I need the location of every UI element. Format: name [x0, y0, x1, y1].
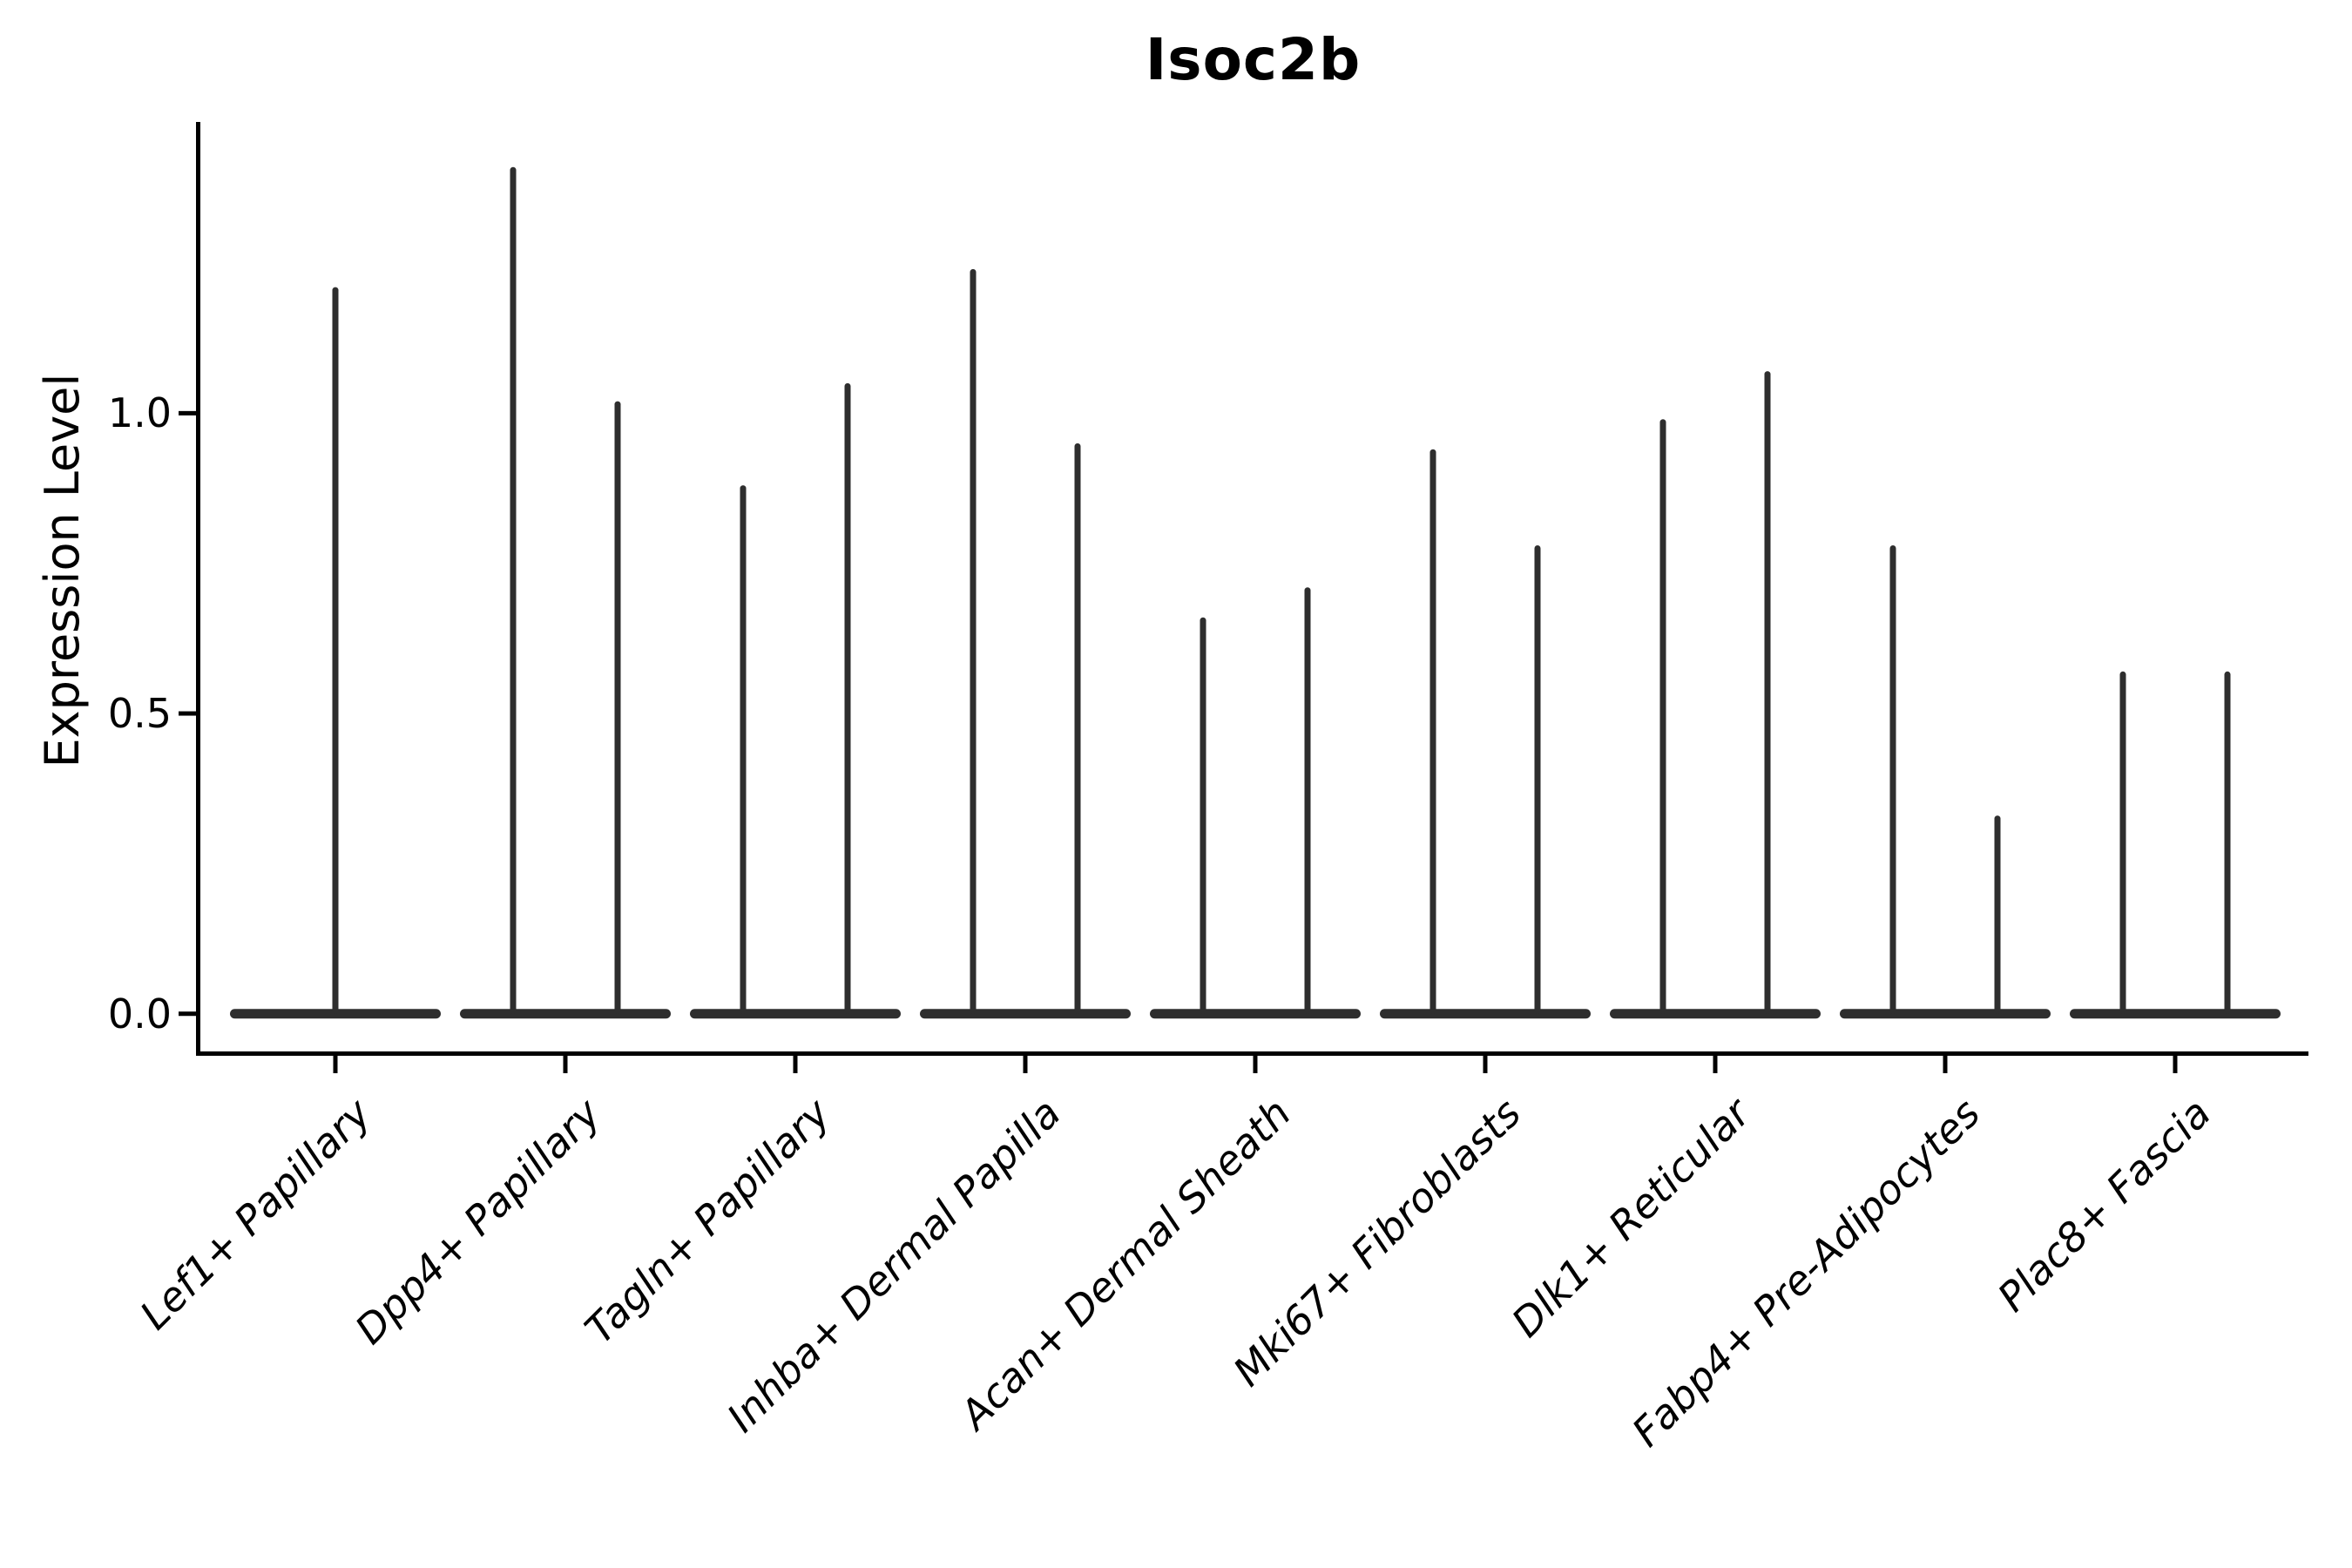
x-tick-7 — [1713, 1056, 1718, 1073]
x-axis-spine — [196, 1051, 2308, 1056]
x-tick-2 — [563, 1056, 568, 1073]
x-tick-8 — [1943, 1056, 1948, 1073]
violin-base-8 — [1840, 1009, 2051, 1019]
x-tick-4 — [1023, 1056, 1028, 1073]
x-tick-9 — [2173, 1056, 2178, 1073]
y-tick-1.0 — [179, 410, 196, 416]
violin-base-6 — [1380, 1009, 1591, 1019]
violin-base-9 — [2070, 1009, 2281, 1019]
violin-base-3 — [690, 1009, 901, 1019]
violin-spike-5-2 — [1304, 587, 1311, 1014]
y-tick-label-0.5: 0.5 — [107, 690, 172, 738]
violin-base-5 — [1150, 1009, 1361, 1019]
x-tick-6 — [1483, 1056, 1488, 1073]
y-tick-0.5 — [179, 711, 196, 716]
violin-spike-2-2 — [614, 401, 621, 1014]
violin-spike-8-2 — [1994, 815, 2001, 1014]
x-tick-5 — [1253, 1056, 1258, 1073]
x-tick-1 — [333, 1056, 338, 1073]
violin-spike-9-1 — [2119, 671, 2126, 1014]
violin-base-4 — [920, 1009, 1131, 1019]
x-tick-3 — [793, 1056, 798, 1073]
y-axis-spine — [196, 122, 200, 1056]
violin-spike-6-1 — [1429, 449, 1436, 1014]
violin-spike-9-2 — [2224, 671, 2231, 1014]
violin-spike-1-1 — [332, 287, 339, 1014]
y-tick-label-1.0: 1.0 — [107, 389, 172, 437]
violin-base-7 — [1610, 1009, 1821, 1019]
violin-spike-3-2 — [844, 382, 851, 1014]
violin-spike-3-1 — [740, 485, 747, 1014]
violin-base-2 — [460, 1009, 671, 1019]
violin-spike-8-1 — [1889, 545, 1896, 1014]
y-tick-0.0 — [179, 1011, 196, 1017]
violin-spike-6-2 — [1534, 545, 1541, 1014]
violin-spike-7-1 — [1659, 419, 1666, 1014]
violin-spike-2-1 — [510, 166, 517, 1014]
chart-title: Isoc2b — [1145, 26, 1362, 93]
violin-spike-4-1 — [970, 268, 977, 1014]
y-tick-label-0.0: 0.0 — [107, 990, 172, 1037]
violin-spike-4-2 — [1074, 443, 1081, 1014]
violin-spike-5-1 — [1200, 617, 1206, 1014]
violin-spike-7-2 — [1764, 371, 1771, 1014]
